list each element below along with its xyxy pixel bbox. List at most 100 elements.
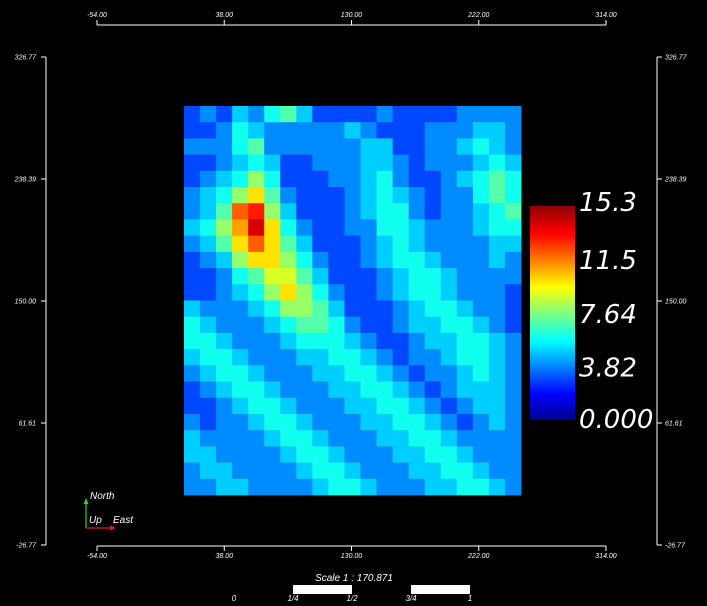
heatmap-cell [184,219,201,237]
heatmap-cell [392,219,410,237]
heatmap-cell [456,251,474,269]
heatmap-cell [360,332,377,350]
heatmap-cell [184,430,201,447]
heatmap-cell [248,122,265,139]
heatmap-cell [344,365,361,382]
heatmap-cell [184,316,201,334]
heatmap-cell [248,170,265,188]
heatmap-cell [232,413,249,431]
heatmap-cell [488,122,506,139]
heatmap-cell [360,413,377,431]
heatmap-cell [504,300,522,318]
heatmap-cell [184,332,201,350]
scale-tick-label: 0 [232,594,237,603]
heatmap-cell [472,268,490,285]
heatmap-cell [184,251,201,269]
heatmap-cell [232,478,249,496]
heatmap-cell [472,430,490,447]
heatmap-cell [232,203,249,220]
heatmap-cell [328,300,345,318]
heatmap-cell [408,332,426,350]
heatmap-cell [344,268,361,285]
heatmap-cell [328,332,345,350]
heatmap-cell [232,300,249,318]
heatmap-cell [360,381,377,399]
right-axis-tick-label: 61.61 [665,421,683,428]
right-axis-tick-label: 238.39 [664,177,687,184]
heatmap-cell [456,446,474,463]
heatmap-cell [328,430,345,447]
heatmap-cell [456,349,474,366]
heatmap-cell [232,187,249,204]
heatmap-cell [296,268,313,285]
heatmap-cell [504,154,522,172]
heatmap-cell [344,300,361,318]
heatmap-cell [472,138,490,156]
heatmap-cell [488,187,506,204]
heatmap-cell [472,122,490,139]
heatmap-cell [328,349,345,366]
heatmap-cell [344,203,361,220]
heatmap-cell [408,316,426,334]
heatmap-cell [456,138,474,156]
heatmap-cell [392,381,410,399]
heatmap-cell [184,300,201,318]
heatmap-cell [392,203,410,220]
heatmap-cell [328,397,345,415]
heatmap-cell [440,332,458,350]
heatmap-cell [392,413,410,431]
heatmap-cell [248,138,265,156]
heatmap-cell [200,203,217,220]
heatmap-cell [280,332,297,350]
heatmap-cell [408,154,426,172]
heatmap-cell [376,397,394,415]
heatmap-cell [296,122,313,139]
heatmap-cell [184,235,201,253]
heatmap-cell [488,332,506,350]
heatmap-cell [440,397,458,415]
heatmap-cell [440,478,458,496]
heatmap-cell [280,300,297,318]
heatmap-cell [232,446,249,463]
heatmap-cell [376,284,394,301]
heatmap-cell [200,170,217,188]
heatmap-cell [376,316,394,334]
colorbar-tick-label: 0.000 [579,405,653,435]
heatmap-cell [392,268,410,285]
heatmap-cell [216,430,233,447]
heatmap-cell [408,219,426,237]
heatmap-cell [248,300,265,318]
heatmap-cell [360,284,377,301]
heatmap-cell [392,251,410,269]
heatmap-cell [424,235,442,253]
heatmap-cell [376,446,394,463]
heatmap-cell [456,235,474,253]
heatmap-cell [232,430,249,447]
heatmap-cell [504,365,522,382]
heatmap-cell [248,284,265,301]
heatmap-cell [488,462,506,480]
heatmap-cell [264,365,281,382]
colorbar-tick-label: 11.5 [579,246,637,276]
heatmap-cell [408,203,426,220]
heatmap-cell [328,413,345,431]
heatmap-cell [472,203,490,220]
heatmap-cell [328,154,345,172]
bottom-axis: -54.00 38.00 130.00 222.00 314.00 [87,545,617,560]
heatmap-cell [200,235,217,253]
heatmap-cell [360,187,377,204]
heatmap-cell [440,381,458,399]
heatmap-cell [376,478,394,496]
heatmap-cell [232,462,249,480]
heatmap-cell [296,284,313,301]
heatmap-cell [472,219,490,237]
heatmap-cell [456,300,474,318]
left-axis-tick-label: 326.77 [15,55,38,62]
heatmap-cell [312,154,329,172]
heatmap-cell [504,349,522,366]
heatmap-cell [184,413,201,431]
right-axis-tick-label: 326.77 [665,55,688,62]
heatmap-cell [392,170,410,188]
left-axis: 326.77 238.39 150.00 61.61 -26.77 [14,55,47,550]
